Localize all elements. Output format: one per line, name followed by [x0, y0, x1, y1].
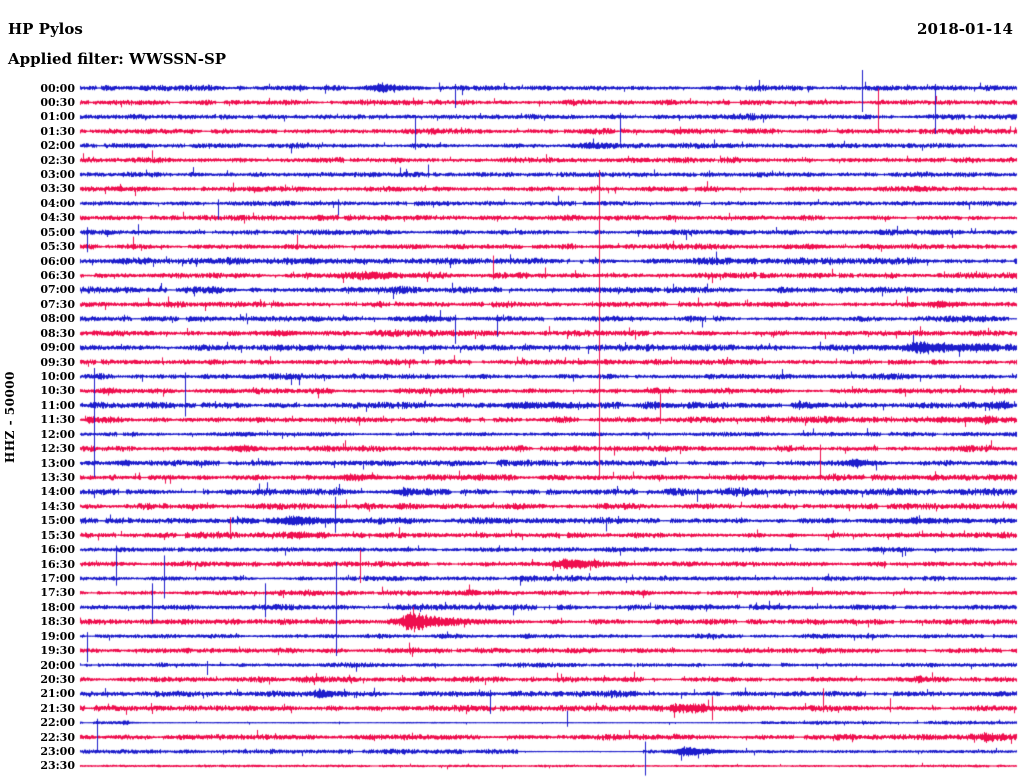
row-time-label: 05:30: [40, 240, 75, 254]
row-time-label: 02:30: [40, 153, 75, 167]
row-time-label: 20:00: [40, 658, 75, 672]
row-time-label: 15:30: [40, 528, 75, 542]
row-time-label: 08:00: [40, 312, 75, 326]
row-time-label: 12:00: [40, 427, 75, 441]
row-time-label: 23:30: [40, 759, 75, 773]
row-time-label: 18:30: [40, 615, 75, 629]
row-time-label: 11:30: [40, 413, 75, 427]
row-time-label: 17:30: [40, 586, 75, 600]
row-time-label: 00:00: [40, 81, 75, 95]
row-time-label: 20:30: [40, 672, 75, 686]
row-time-label: 18:00: [40, 600, 75, 614]
row-time-label: 10:00: [40, 370, 75, 383]
row-time-label: 13:30: [40, 470, 75, 484]
row-time-label: 06:30: [40, 269, 75, 283]
row-time-label: 07:30: [40, 297, 75, 311]
row-time-label: 22:00: [40, 716, 75, 730]
row-time-label: 14:00: [40, 485, 75, 499]
row-time-label: 11:00: [40, 398, 75, 412]
row-time-label: 10:30: [40, 384, 75, 398]
row-time-label: 06:00: [40, 254, 75, 268]
row-time-label: 16:00: [40, 543, 75, 557]
row-time-label: 13:00: [40, 456, 75, 470]
row-time-label: 15:00: [40, 514, 75, 528]
row-time-label: 23:00: [40, 745, 75, 759]
row-time-label: 05:00: [40, 225, 75, 239]
filter-label: Applied filter: WWSSN-SP: [8, 50, 227, 68]
row-time-label: 01:30: [40, 124, 75, 138]
date-label: 2018-01-14: [917, 20, 1013, 38]
row-time-label: 19:30: [40, 644, 75, 658]
station-title: HP Pylos: [8, 20, 83, 38]
row-time-label: 17:00: [40, 571, 75, 585]
row-time-label: 03:30: [40, 182, 75, 196]
row-time-label: 04:00: [40, 196, 75, 210]
row-time-label: 14:30: [40, 499, 75, 513]
row-time-label: 12:30: [40, 442, 75, 456]
row-time-label: 09:30: [40, 355, 75, 369]
row-time-label: 03:00: [40, 168, 75, 182]
row-time-label: 22:30: [40, 730, 75, 744]
row-time-label: 16:30: [40, 557, 75, 571]
row-time-label: 02:00: [40, 139, 75, 153]
row-time-label: 21:30: [40, 701, 75, 715]
row-time-label: 19:00: [40, 629, 75, 643]
row-time-label: 04:30: [40, 211, 75, 225]
row-time-label: 08:30: [40, 326, 75, 340]
row-time-label: 07:00: [40, 283, 75, 297]
row-time-label: 21:00: [40, 687, 75, 701]
row-time-label: 00:30: [40, 95, 75, 109]
row-time-label: 09:00: [40, 341, 75, 355]
row-time-label: 01:00: [40, 110, 75, 124]
